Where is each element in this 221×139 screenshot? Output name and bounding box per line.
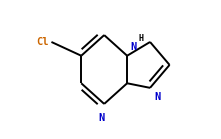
Text: N: N — [99, 113, 105, 123]
Text: N: N — [131, 42, 137, 52]
Text: H: H — [139, 34, 144, 43]
Text: Cl: Cl — [37, 37, 49, 47]
Text: N: N — [155, 92, 161, 102]
